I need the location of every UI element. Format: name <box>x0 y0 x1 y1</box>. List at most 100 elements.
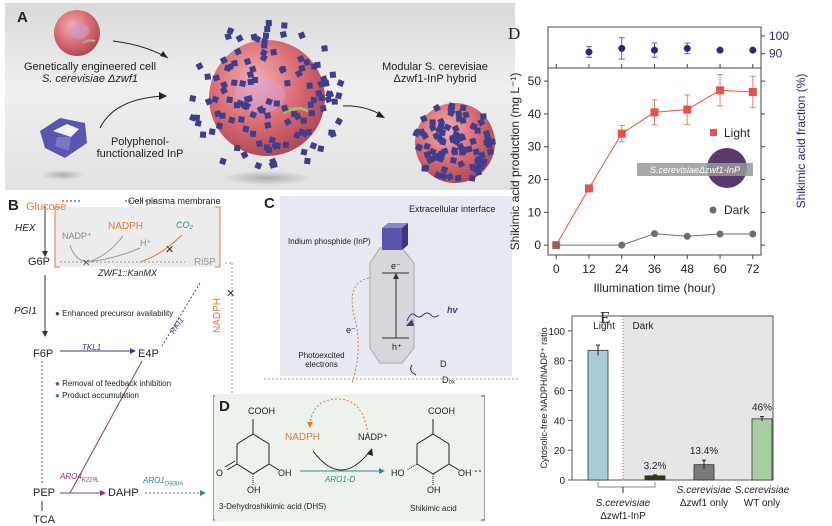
inp-cube-icon <box>474 168 483 176</box>
panel-c: C Extracellular interface Indium phosphi… <box>244 193 520 385</box>
dhs-o-label: O <box>216 468 224 478</box>
shikimic-oh-right-label: OH <box>458 468 472 478</box>
nadph-label: NADPH <box>108 221 144 232</box>
dhs-caption: 3-Dehydroshikimic acid (DHS) <box>219 502 327 511</box>
inp-cube-icon <box>254 161 263 170</box>
y-tick-label: 0 <box>534 238 541 252</box>
legend-marker-light <box>710 129 717 136</box>
legend-label-dark: Dark <box>724 203 750 217</box>
x-tick-label-line1: S.cerevisiae <box>596 498 651 509</box>
inp-cube-icon <box>314 61 321 69</box>
inp-cube-icon <box>204 73 212 81</box>
x-tick-label-line2: Δzwf1 only <box>680 498 728 509</box>
inp-cube-icon <box>310 96 317 104</box>
bar <box>751 418 773 481</box>
inp-cube-icon <box>454 174 462 182</box>
plot-frame <box>547 26 762 256</box>
inp-cube-icon <box>228 116 236 124</box>
inp-cube-icon <box>477 118 486 127</box>
data-point-dark <box>749 230 757 238</box>
bullet-dot-icon: ● <box>55 309 60 318</box>
y-tick-label: 80 <box>554 357 566 368</box>
inset-label: S.cerevisiaeΔzwf1-InP <box>650 165 740 175</box>
final-hybrid-icon <box>412 102 496 183</box>
shikimic-caption: Shikimic acid <box>410 504 457 513</box>
pgi1-label: PGI1 <box>14 306 37 317</box>
inp-cube-icon <box>240 150 249 159</box>
inp-cube-icon <box>247 78 254 86</box>
zwf1-label: ZWF1::KanMX <box>98 268 158 278</box>
inp-cube-icon <box>382 228 402 250</box>
nadph-vertical-label: NADPH <box>212 297 223 333</box>
inp-cube-icon <box>329 130 337 138</box>
inp-cube-icon <box>265 19 272 27</box>
inp-cube-icon <box>335 91 343 100</box>
inp-cube-icon <box>282 141 289 149</box>
hv-label: hv <box>447 305 458 315</box>
shikimic-ho-label: HO <box>391 468 405 478</box>
inp-cube-icon <box>259 48 268 57</box>
inp-cube-icon <box>428 147 437 156</box>
arrow-cell-to-hybrid <box>112 40 169 59</box>
extracellular-title: Extracellular interface <box>409 204 496 214</box>
inp-cube-icon <box>478 151 486 159</box>
inp-cube-icon <box>428 123 437 132</box>
glucose-label: Glucose <box>26 201 67 213</box>
inp-cube-icon <box>465 145 473 153</box>
inp-cube-icon <box>318 94 325 102</box>
inp-cube-icon <box>300 117 307 124</box>
inp-cube-icon <box>426 156 435 165</box>
inp-cube-icon <box>211 95 220 104</box>
dhs-oh-right-label: OH <box>278 468 292 478</box>
inp-cube-icon <box>270 48 278 56</box>
photoexcited-caption: Photoexcited electrons <box>298 351 345 369</box>
inp-cube-icon <box>432 103 441 113</box>
inp-caption: Polyphenol- functionalized InP <box>96 136 184 160</box>
data-label: 13.4% <box>690 446 718 457</box>
inp-cube-icon <box>439 138 447 146</box>
inp-cube-icon <box>324 95 333 104</box>
inp-cube-icon <box>189 95 197 103</box>
engineered-cell-icon <box>54 10 100 56</box>
pep-label: PEP <box>33 487 56 499</box>
inp-cube-icon <box>423 142 431 151</box>
inp-cube-icon <box>331 98 338 105</box>
inp-cube-icon <box>300 148 308 156</box>
inp-cube-icon <box>219 56 228 65</box>
data-point-shikimic-acid-fraction <box>716 46 724 54</box>
legend-label-light: Light <box>724 126 751 140</box>
inp-cube-icon <box>443 123 452 132</box>
inp-cube-icon <box>195 62 204 71</box>
inp-cube-icon <box>261 38 268 45</box>
data-point-dark <box>618 241 626 249</box>
inp-cube-icon <box>449 156 458 164</box>
f6p-label: F6P <box>33 348 54 360</box>
engineered-cell-caption: Genetically engineered cell S. cerevisia… <box>23 61 157 85</box>
inp-cube-icon <box>459 104 467 112</box>
x-tick-label-line1: S.cerevisiae <box>735 485 790 496</box>
panel-d-scheme-label: D <box>219 398 230 415</box>
inp-cube-icon <box>219 157 227 166</box>
panel-b-label: B <box>8 197 19 214</box>
inp-cube-icon <box>259 53 268 62</box>
panel-a: A Genetically engineered cell S. cerevis… <box>5 3 515 190</box>
dhs-oh-bottom-label: OH <box>247 485 261 495</box>
inp-cube-icon <box>329 71 337 78</box>
dox-label: Dₒₓ <box>442 375 455 385</box>
region-label-light: Light <box>593 321 615 332</box>
inp-cube-icon <box>239 79 247 88</box>
inp-cube-icon <box>226 96 234 104</box>
group-bracket <box>597 482 656 488</box>
inp-cube-icon <box>243 101 252 110</box>
inp-cube-icon <box>412 129 421 138</box>
inp-cube-icon <box>199 131 207 138</box>
ri5p-label: Ri5P <box>194 257 216 268</box>
series-line-dark <box>556 233 753 246</box>
data-label: 3.2% <box>644 461 667 472</box>
inp-label: Indium phosphide (InP) <box>288 237 371 246</box>
inp-cube-icon <box>469 137 477 146</box>
inp-cube-icon <box>321 45 328 52</box>
y-tick-label: 20 <box>528 173 542 187</box>
chart-d: 0 10 20 30 40 50 90 100 0 12 24 36 48 60 72 Illuminatio… <box>508 26 808 295</box>
